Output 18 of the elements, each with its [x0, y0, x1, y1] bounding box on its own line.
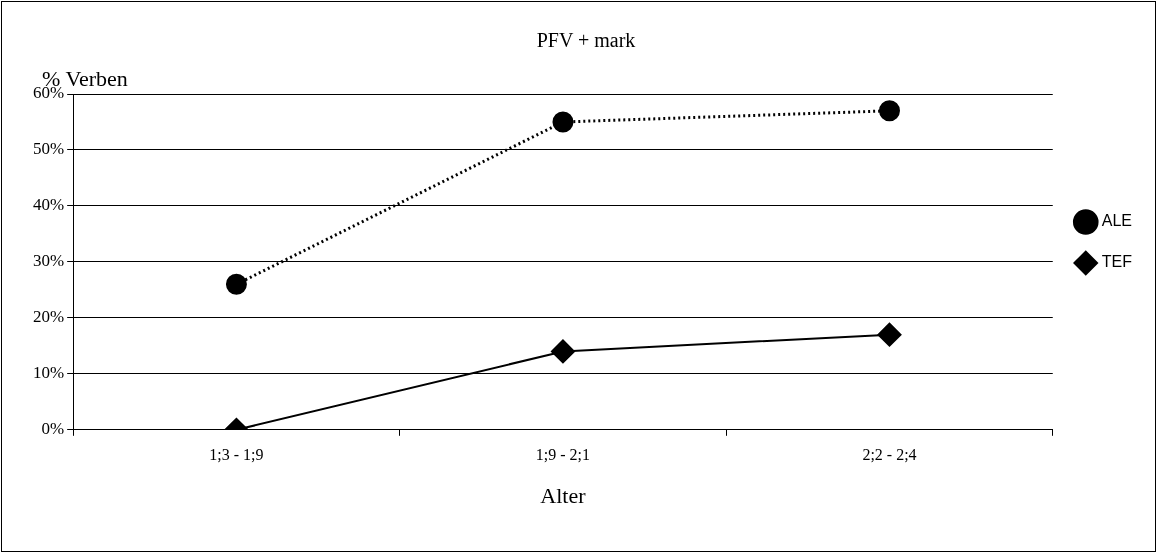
- y-tick-label: 10%: [32, 363, 65, 383]
- y-tick-label: 20%: [32, 307, 65, 327]
- x-tick-label: 1;3 - 1;9: [209, 445, 264, 463]
- y-tick-label: 30%: [32, 251, 65, 271]
- point: [552, 111, 574, 133]
- point: [225, 273, 247, 295]
- x-axis-title: Alter: [540, 482, 587, 508]
- legend-label: ALE: [1101, 212, 1133, 230]
- point: [550, 339, 575, 364]
- y-tick-label: 0%: [41, 419, 65, 439]
- y-tick-label: 40%: [32, 195, 65, 215]
- chart-title: PFV + mark: [536, 29, 636, 52]
- x-tick-label: 1;9 - 2;1: [535, 445, 591, 463]
- x-tick-label: 2;2 - 2;4: [862, 445, 917, 463]
- legend-label: TEF: [1101, 253, 1133, 271]
- point: [878, 100, 900, 122]
- point: [877, 322, 902, 347]
- y-tick-label: 50%: [32, 139, 65, 159]
